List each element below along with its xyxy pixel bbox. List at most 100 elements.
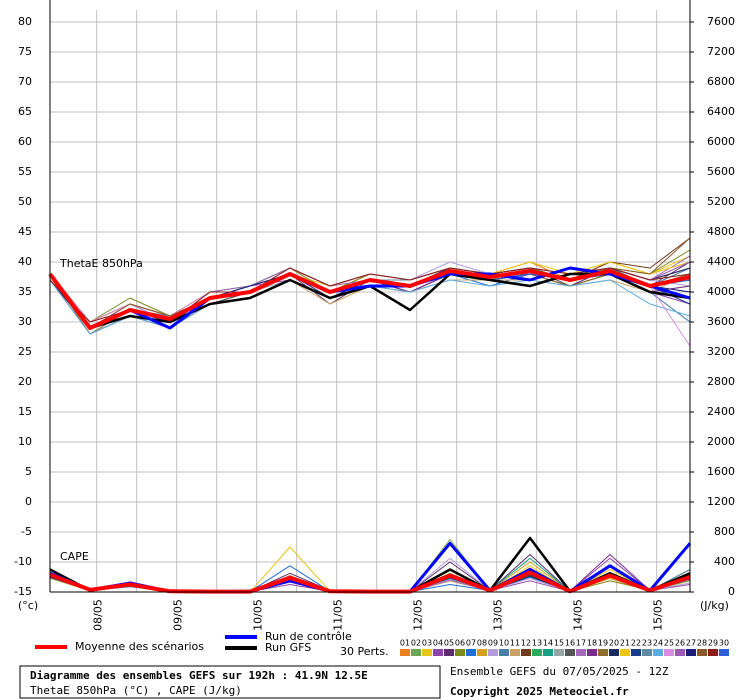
y2-tick-label: 4000 (707, 285, 735, 298)
legend-label: 10 (499, 639, 509, 648)
legend-swatch (543, 649, 553, 656)
legend-swatch (455, 649, 465, 656)
legend-label: 05 (444, 639, 454, 648)
cape-label: CAPE (60, 550, 89, 563)
y-tick-label: 75 (18, 45, 32, 58)
series-line (49, 273, 691, 335)
y2-tick-label: 7600 (707, 15, 735, 28)
y-tick-label: 65 (18, 105, 32, 118)
legend-swatch (609, 649, 619, 656)
y-tick-label: 80 (18, 15, 32, 28)
legend-swatch (653, 649, 663, 656)
y2-tick-label: 2800 (707, 375, 735, 388)
x-tick-label: 14/05 (572, 599, 585, 631)
legend-swatch (576, 649, 586, 656)
legend-swatch (532, 649, 542, 656)
legend-label: 22 (631, 639, 641, 648)
theta-label: ThetaE 850hPa (59, 257, 143, 270)
y-tick-label: 5 (25, 465, 32, 478)
series-line (48, 266, 691, 330)
legend-label: 08 (477, 639, 487, 648)
series-line (48, 269, 691, 330)
grid (50, 10, 690, 593)
y2-tick-label: 2000 (707, 435, 735, 448)
legend-label: 27 (686, 639, 696, 648)
legend-label: 02 (411, 639, 421, 648)
y2-tick-label: 4400 (707, 255, 735, 268)
legend-label: 09 (488, 639, 498, 648)
series-line (49, 541, 692, 594)
copyright: Copyright 2025 Meteociel.fr (450, 685, 629, 698)
y2-tick-label: 1200 (707, 495, 735, 508)
legend-label: 26 (675, 639, 685, 648)
legend-swatch (433, 649, 443, 656)
y-tick-label: 20 (18, 375, 32, 388)
y2-tick-label: 400 (714, 555, 735, 568)
y-tick-label: 35 (18, 285, 32, 298)
y-tick-label: 0 (25, 495, 32, 508)
y2-tick-label: 5200 (707, 195, 735, 208)
series-line (49, 273, 691, 335)
legend-label: 07 (466, 639, 476, 648)
legend-swatch (510, 649, 520, 656)
box-title: Diagramme des ensembles GEFS sur 192h : … (30, 669, 368, 682)
legend-label: 06 (455, 639, 465, 648)
series-line (49, 542, 691, 593)
lines (48, 237, 692, 594)
legend-swatch (466, 649, 476, 656)
legend-label: 19 (598, 639, 608, 648)
legend-swatch (642, 649, 652, 656)
legend-swatch (554, 649, 564, 656)
y2-tick-label: 5600 (707, 165, 735, 178)
y-tick-label: -10 (14, 555, 32, 568)
y2-tick-label: 6000 (707, 135, 735, 148)
legend-swatch (631, 649, 641, 656)
legend-swatch (411, 649, 421, 656)
legend-swatch (675, 649, 685, 656)
perts-label: 30 Perts. (340, 645, 389, 658)
legend-swatch (565, 649, 575, 656)
legend-label: Moyenne des scénarios (75, 640, 204, 653)
y2-tick-label: 800 (714, 525, 735, 538)
legend-label: 15 (554, 639, 564, 648)
y2-tick-label: 3600 (707, 315, 735, 328)
y2-tick-label: 6400 (707, 105, 735, 118)
legend-label: 14 (543, 639, 553, 648)
x-tick-label: 10/05 (252, 599, 265, 631)
legend-label: 30 (719, 639, 729, 648)
y2-tick-label: 0 (728, 585, 735, 598)
y-tick-label: -5 (21, 525, 32, 538)
legend-swatch (422, 649, 432, 656)
legend-label: 12 (521, 639, 531, 648)
y2-tick-label: 4800 (707, 225, 735, 238)
legend-label: 24 (653, 639, 663, 648)
legend-label: 21 (620, 639, 630, 648)
legend-swatch (620, 649, 630, 656)
legend-label: 04 (433, 639, 443, 648)
legend-swatch (598, 649, 608, 656)
legend-swatch (488, 649, 498, 656)
x-tick-label: 11/05 (332, 599, 345, 631)
x-tick-label: 08/05 (92, 599, 105, 631)
y2-unit: (J/kg) (700, 599, 729, 612)
y-tick-label: -15 (14, 585, 32, 598)
legend-label: 25 (664, 639, 674, 648)
legend-label: 11 (510, 639, 520, 648)
series-line (49, 273, 691, 335)
x-tick-label: 12/05 (412, 599, 425, 631)
legend-swatch (444, 649, 454, 656)
legend-label: 29 (708, 639, 718, 648)
legend-label: 18 (587, 639, 597, 648)
y2-tick-label: 1600 (707, 465, 735, 478)
legend-label: 13 (532, 639, 542, 648)
x-tick-label: 13/05 (492, 599, 505, 631)
y2-tick-label: 7200 (707, 45, 735, 58)
y2-tick-label: 2400 (707, 405, 735, 418)
y-tick-label: 70 (18, 75, 32, 88)
legend-swatch (521, 649, 531, 656)
x-tick-label: 15/05 (652, 599, 665, 631)
legend-label: 28 (697, 639, 707, 648)
x-tick-label: 09/05 (172, 599, 185, 631)
legend-label: 01 (400, 639, 410, 648)
